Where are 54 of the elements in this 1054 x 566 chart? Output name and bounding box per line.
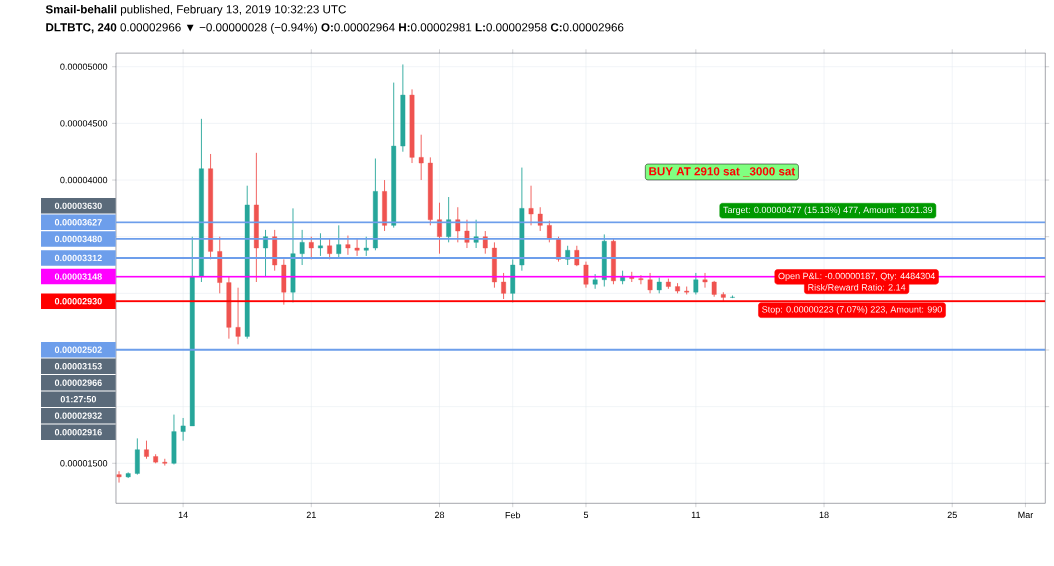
- x-tick-label: 11: [691, 511, 701, 518]
- y-tick-label: 0.00005000: [60, 63, 108, 70]
- candlestick: [180, 417, 186, 442]
- candlestick: [638, 274, 644, 285]
- candlestick: [702, 272, 708, 289]
- candlestick: [501, 272, 506, 300]
- y-tick-label: 0.00001500: [60, 460, 108, 467]
- candlestick: [418, 134, 424, 181]
- text: DLTBTC, 240 0.00002966 ▼ −0.00000028 (−0.94%) O:0.00002964 H:0.00002981 L:0.00002958 C:0.00002966: [46, 22, 624, 34]
- text: 0.00003153: [54, 363, 102, 370]
- candlestick: [583, 261, 589, 289]
- x-tick-label: 25: [947, 511, 957, 519]
- candlestick: [144, 440, 149, 460]
- x-tick-label: 5: [583, 511, 589, 518]
- x-tick-label: 28: [434, 511, 445, 519]
- x-tick-label: Mar: [1018, 511, 1034, 518]
- ref-line-label: 0.00003627: [54, 219, 102, 226]
- candlestick: [446, 196, 452, 243]
- x-tick-label: Feb: [505, 511, 521, 519]
- ref-line-label: 0.00003480: [54, 235, 102, 243]
- candlestick: [299, 229, 305, 266]
- candlestick: [354, 238, 360, 257]
- candlestick: [116, 470, 122, 483]
- ref-line-label: 0.00002930: [54, 298, 102, 305]
- text: 0.00002932: [54, 412, 102, 419]
- ref-line-label: 0.00003312: [54, 254, 102, 262]
- ref-line-label: 0.00003148: [54, 273, 102, 280]
- candlestick: [345, 235, 351, 256]
- annotation: Stop: 0.00000223 (7.07%) 223, Amount: 990: [762, 305, 942, 315]
- ref-line-label: 0.00002502: [54, 346, 102, 353]
- candlestick: [437, 202, 442, 255]
- candlestick: [318, 232, 323, 257]
- candlestick: [363, 236, 369, 257]
- candlestick: [235, 287, 241, 345]
- annotation: Risk/Reward Ratio: 2.14: [808, 283, 906, 291]
- x-tick-label: 18: [819, 511, 829, 519]
- text: 0.00003630: [54, 202, 102, 209]
- candlestick: [592, 273, 598, 290]
- x-tick-label: 21: [306, 511, 316, 518]
- candlestick: [528, 185, 534, 226]
- y-tick-label: 0.00004500: [60, 120, 108, 127]
- annotation: BUY AT 2910 sat _3000 sat: [649, 167, 796, 177]
- y-tick-label: 0.00004000: [60, 176, 108, 184]
- text: 01:27:50: [60, 396, 97, 403]
- candlestick: [336, 224, 342, 258]
- candlestick: [693, 272, 699, 295]
- annotation: Target: 0.00000477 (15.13%) 477, Amount: 1021.39: [723, 206, 933, 215]
- candlestick: [647, 272, 653, 294]
- text: 0.00002966: [54, 379, 102, 386]
- chart-title: Smail-behalil published, February 13, 2019 10:32:23 UTC: [45, 4, 346, 16]
- x-tick-label: 14: [178, 511, 188, 518]
- annotation: Open P&L: -0.00000187, Qty: 4484304: [778, 272, 935, 281]
- candlestick: [134, 437, 140, 476]
- text: 0.00002916: [54, 428, 102, 436]
